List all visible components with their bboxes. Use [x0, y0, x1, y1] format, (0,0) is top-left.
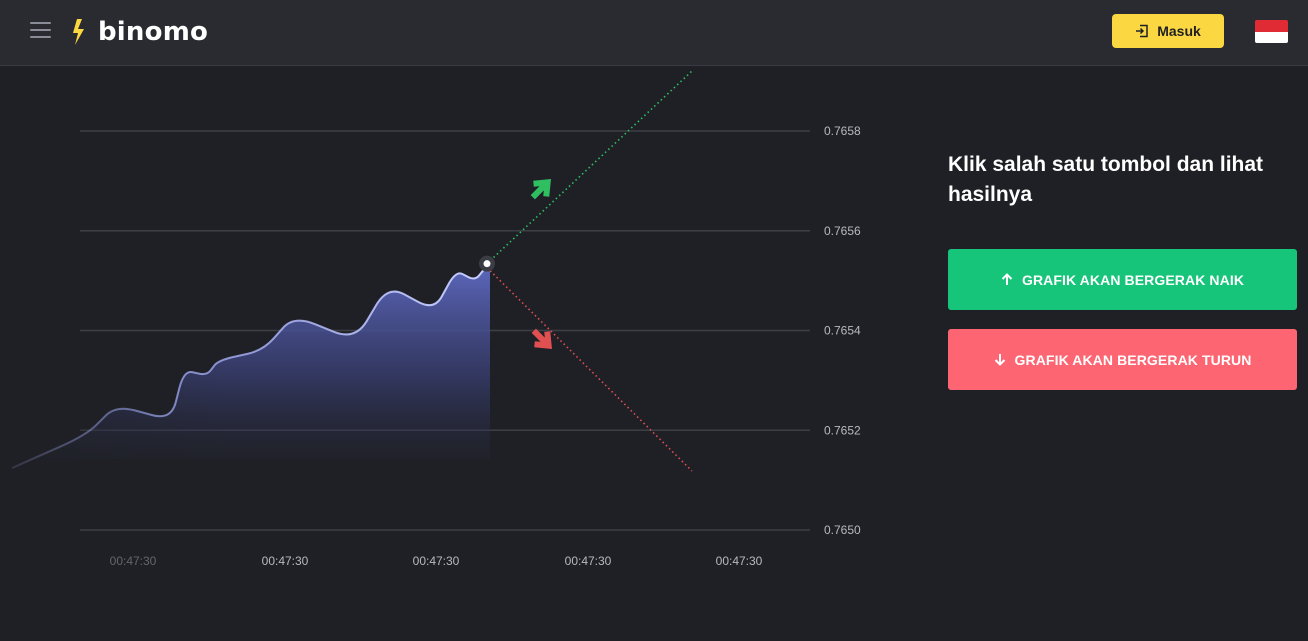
y-tick-label: 0.7654	[824, 324, 861, 338]
chart-up-button[interactable]: GRAFIK AKAN BERGERAK NAIK	[948, 249, 1297, 310]
x-tick-label: 00:47:30	[565, 554, 612, 568]
login-label: Masuk	[1157, 23, 1201, 39]
y-tick-label: 0.7650	[824, 523, 861, 537]
logo[interactable]: binomo	[70, 16, 208, 48]
arrow-up-green-icon	[530, 178, 552, 200]
logo-text: binomo	[98, 17, 209, 47]
projection-down-line	[486, 267, 693, 472]
indonesia-flag-icon[interactable]	[1255, 20, 1288, 43]
chart-down-button[interactable]: GRAFIK AKAN BERGERAK TURUN	[948, 329, 1297, 390]
price-line	[11, 264, 491, 469]
x-tick-label: 00:47:30	[262, 554, 309, 568]
arrow-down-icon	[994, 354, 1005, 366]
area-fade	[0, 367, 230, 477]
login-button[interactable]: Masuk	[1112, 14, 1224, 48]
trade-panel: Klik salah satu tombol dan lihat hasilny…	[948, 150, 1298, 390]
price-chart: 0.7658 0.7656 0.7654 0.7652 0.7650 00:47:30 00…	[0, 67, 900, 641]
current-price-dot	[483, 260, 491, 268]
panel-title: Klik salah satu tombol dan lihat hasilny…	[948, 153, 1264, 206]
y-tick-label: 0.7658	[824, 124, 861, 138]
top-bar: binomo Masuk	[0, 0, 1308, 66]
x-tick-label: 00:47:30	[413, 554, 460, 568]
arrow-down-red-icon	[531, 328, 553, 350]
x-tick-label: 00:47:30	[110, 554, 157, 568]
projection-up-line	[486, 70, 693, 265]
hamburger-menu-icon[interactable]	[30, 20, 51, 40]
x-tick-label: 00:47:30	[716, 554, 763, 568]
y-tick-label: 0.7656	[824, 224, 861, 238]
arrow-up-icon	[1001, 273, 1013, 285]
chart-down-label: GRAFIK AKAN BERGERAK TURUN	[1014, 351, 1252, 368]
sign-in-icon	[1136, 24, 1148, 38]
y-tick-label: 0.7652	[824, 423, 861, 437]
chart-canvas: 0.7658 0.7656 0.7654 0.7652 0.7650 00:47:30 00…	[0, 70, 861, 568]
logo-bolt-icon	[73, 19, 84, 45]
chart-up-label: GRAFIK AKAN BERGERAK NAIK	[1021, 271, 1245, 288]
